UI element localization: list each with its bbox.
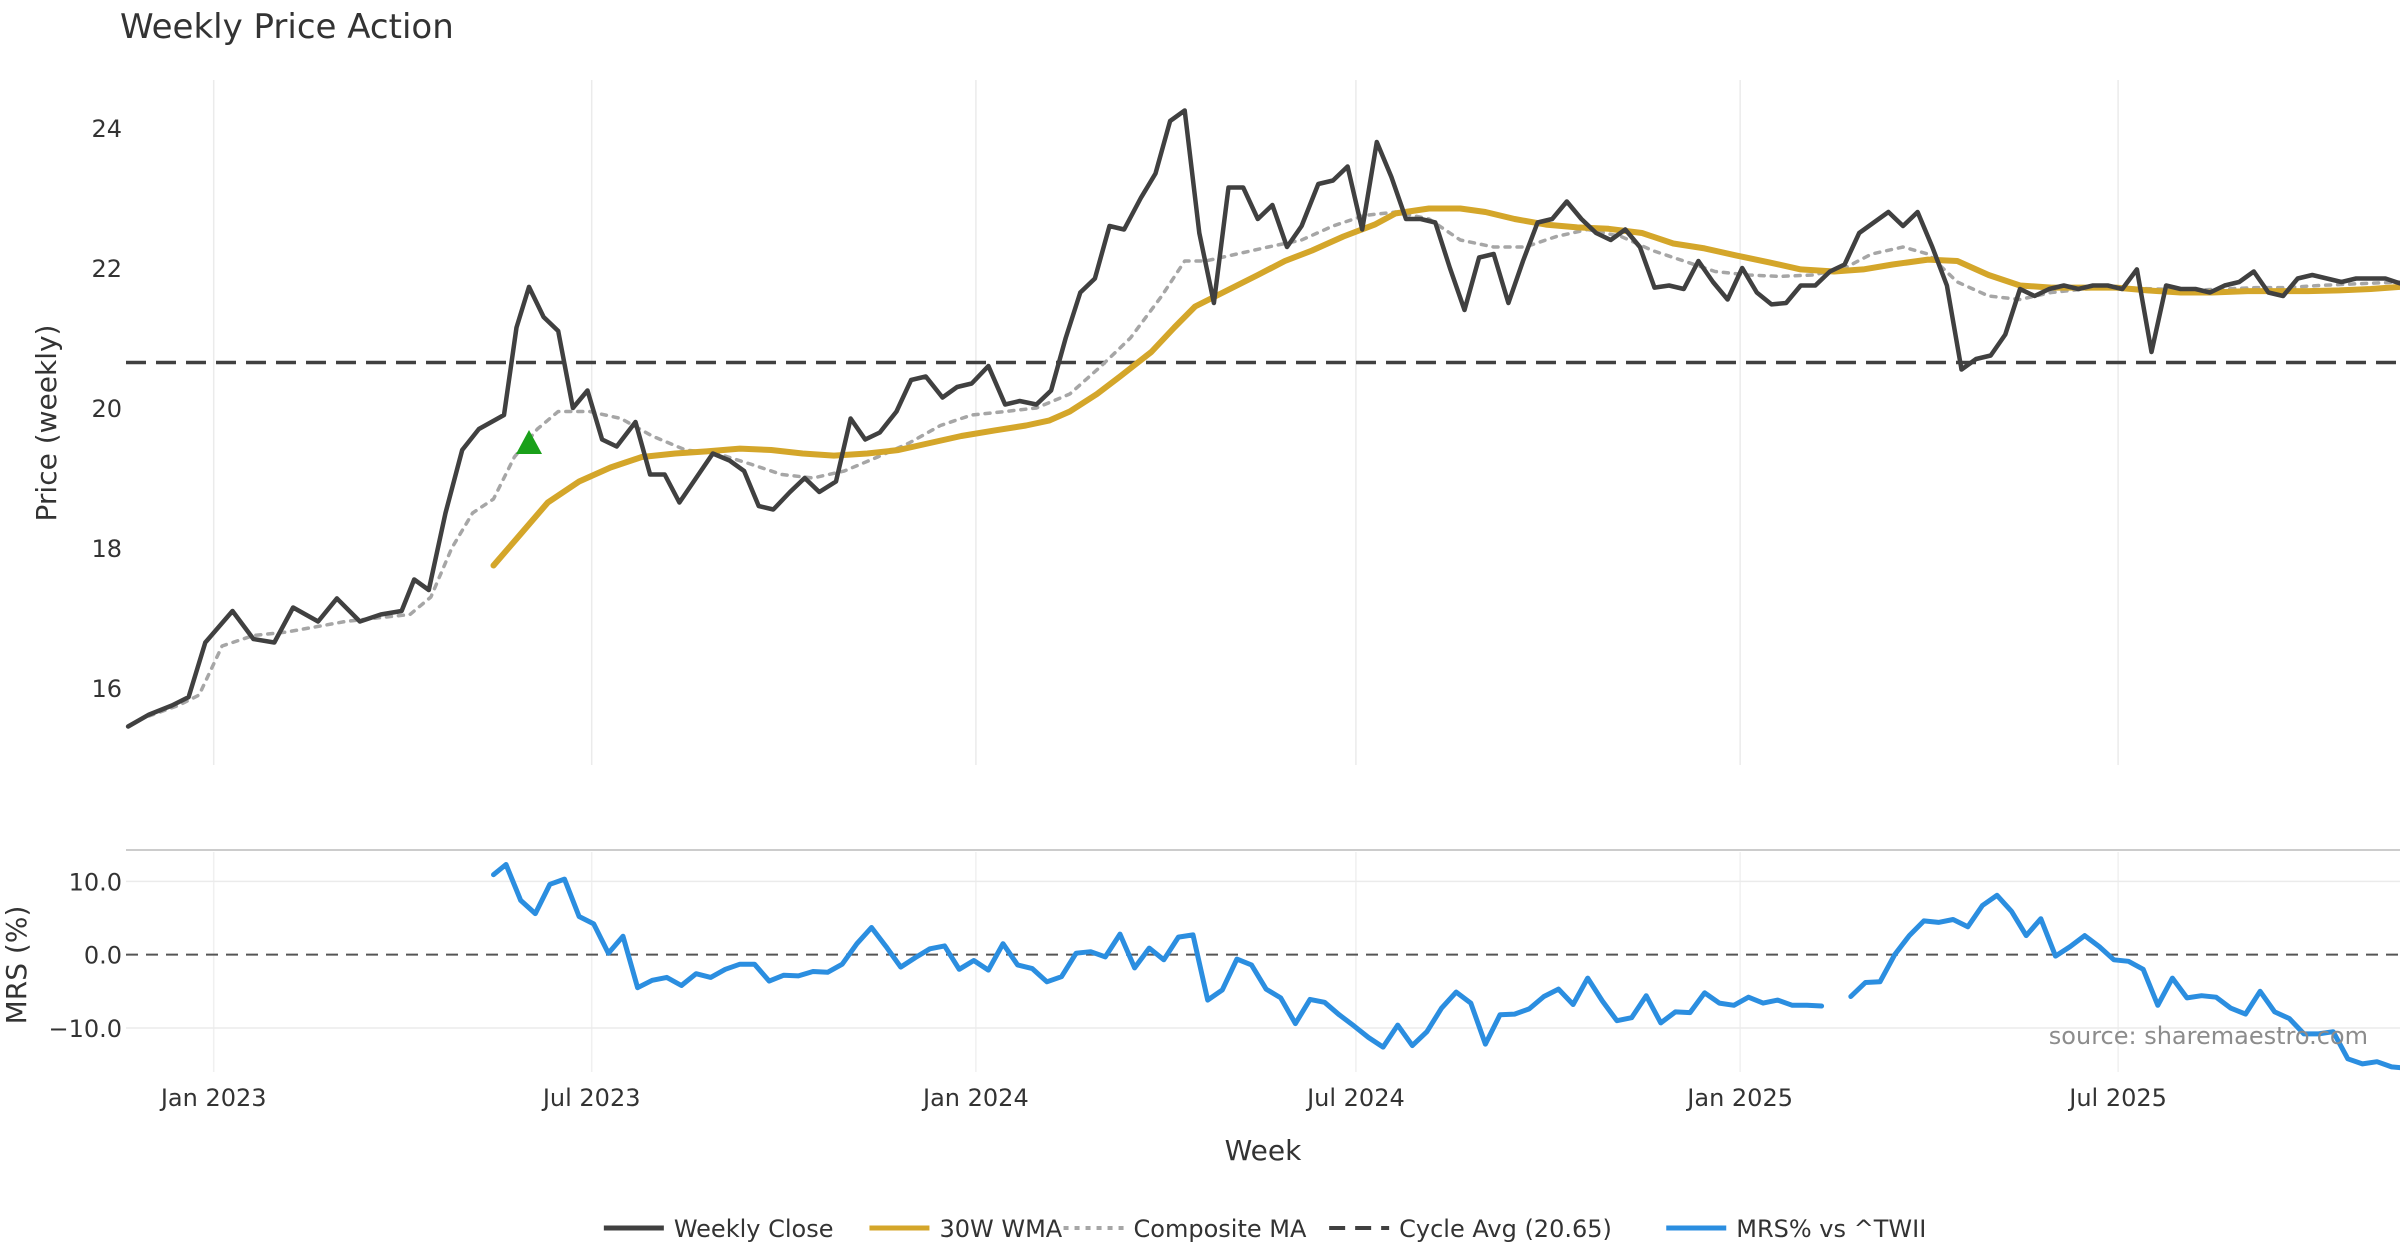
- mrs-y-tick-label: 10.0: [69, 868, 122, 896]
- mrs-panel-series: [491, 862, 2400, 1071]
- mrs-y-axis-label: MRS (%): [0, 906, 33, 1025]
- legend-label: Composite MA: [1134, 1215, 1307, 1243]
- series-mrs-vs-twii-segment-1: [491, 862, 1825, 1050]
- price-panel-series: [125, 108, 2400, 729]
- price-panel-grid: [212, 80, 2119, 765]
- y-tick-label: 24: [91, 115, 122, 143]
- y-tick-label: 22: [91, 255, 122, 283]
- source-note: source: sharemaestro.com: [2049, 1022, 2368, 1050]
- price-y-ticks: 16 18 20 22 24: [91, 115, 122, 703]
- legend-item-30w-wma: 30W WMA: [869, 1215, 1063, 1243]
- legend-item-cycle-avg-20-65: Cycle Avg (20.65): [1329, 1215, 1612, 1243]
- legend: Weekly Close 30W WMA Composite MA Cycle Avg…: [603, 1215, 1926, 1243]
- legend-item-mrs-vs-twii: MRS% vs ^TWII: [1666, 1215, 1926, 1243]
- legend-item-composite-ma: Composite MA: [1063, 1215, 1307, 1243]
- y-tick-label: 20: [91, 395, 122, 423]
- x-tick-label: Jul 2023: [541, 1084, 641, 1112]
- x-ticks: Jan 2023 Jul 2023 Jan 2024 Jul 2024 Jan 2025…: [159, 1084, 2167, 1112]
- mrs-y-tick-label: 0.0: [84, 942, 122, 970]
- legend-item-weekly-close: Weekly Close: [603, 1215, 834, 1243]
- series-weekly-close: [125, 108, 2400, 729]
- mrs-y-ticks: 10.0 0.0 −10.0: [48, 868, 122, 1043]
- legend-label: MRS% vs ^TWII: [1736, 1215, 1926, 1243]
- x-tick-label: Jan 2023: [159, 1084, 267, 1112]
- x-tick-label: Jan 2024: [921, 1084, 1029, 1112]
- chart-title: Weekly Price Action: [120, 7, 454, 47]
- legend-label: Cycle Avg (20.65): [1399, 1215, 1612, 1243]
- legend-label: 30W WMA: [939, 1215, 1062, 1243]
- series-mrs-vs-twii-segment-2: [1848, 892, 2400, 1071]
- y-tick-label: 18: [91, 535, 122, 563]
- price-y-axis-label: Price (weekly): [30, 325, 63, 522]
- mrs-y-tick-label: −10.0: [48, 1015, 122, 1043]
- buy-signal-marker: [516, 430, 543, 454]
- y-tick-label: 16: [91, 675, 122, 703]
- x-tick-label: Jul 2024: [1305, 1084, 1405, 1112]
- signal-marker: [516, 430, 543, 454]
- x-tick-label: Jan 2025: [1685, 1084, 1793, 1112]
- x-tick-label: Jul 2025: [2067, 1084, 2167, 1112]
- legend-label: Weekly Close: [674, 1215, 834, 1243]
- x-axis-label: Week: [1225, 1134, 1302, 1167]
